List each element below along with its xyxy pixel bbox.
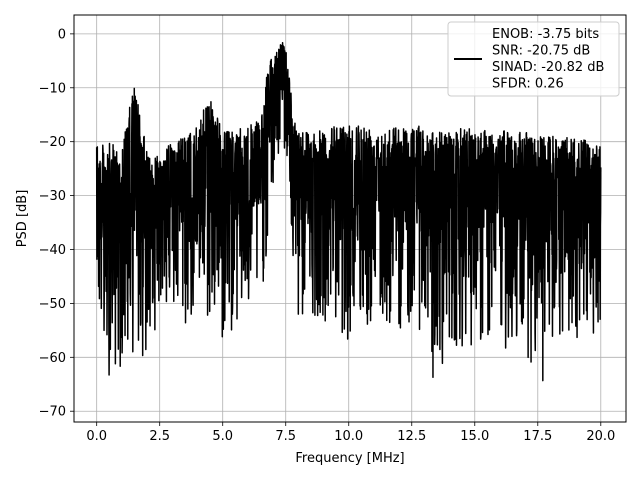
y-tick-label: 0	[58, 27, 66, 42]
legend: ENOB: -3.75 bits SNR: -20.75 dB SINAD: -…	[447, 21, 620, 97]
x-tick-label: 15.0	[460, 429, 489, 444]
ticks: 0.0 2.5 5.0 7.5 10.0 12.5 15.0 17.5 20.0 0 −10 −20 −…	[39, 27, 616, 444]
x-tick-label: 7.5	[275, 429, 296, 444]
legend-box	[447, 21, 620, 97]
y-axis-label: PSD [dB]	[15, 190, 30, 248]
x-tick-label: 10.0	[334, 429, 363, 444]
x-tick-label: 12.5	[397, 429, 426, 444]
x-tick-label: 20.0	[586, 429, 615, 444]
x-tick-label: 0.0	[86, 429, 107, 444]
legend-entry-sfdr: SFDR: 0.26	[492, 77, 564, 92]
legend-entry-sinad: SINAD: -20.82 dB	[492, 60, 604, 75]
y-tick-label: −20	[39, 135, 66, 150]
plot-frame	[73, 14, 627, 423]
legend-entry-snr: SNR: -20.75 dB	[492, 44, 590, 59]
y-tick-label: −70	[39, 405, 66, 420]
x-tick-label: 17.5	[523, 429, 552, 444]
x-axis-label: Frequency [MHz]	[295, 451, 404, 466]
data-layer	[95, 42, 602, 382]
y-tick-label: −10	[39, 81, 66, 96]
psd-series-line	[95, 42, 602, 382]
legend-entry-enob: ENOB: -3.75 bits	[492, 27, 599, 42]
x-tick-label: 2.5	[149, 429, 170, 444]
x-tick-label: 5.0	[212, 429, 233, 444]
y-tick-label: −40	[39, 243, 66, 258]
y-tick-label: −50	[39, 297, 66, 312]
y-tick-label: −30	[39, 189, 66, 204]
y-tick-label: −60	[39, 351, 66, 366]
